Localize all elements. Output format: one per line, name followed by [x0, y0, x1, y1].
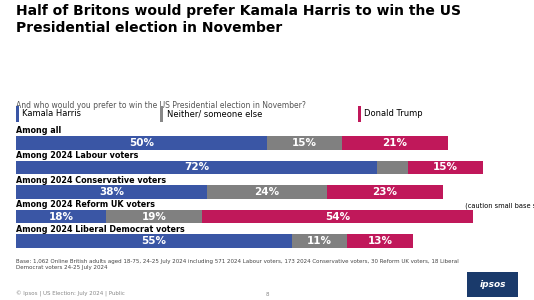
Text: 15%: 15% — [433, 163, 458, 172]
Bar — [347, 235, 413, 248]
Text: 11%: 11% — [307, 236, 332, 246]
Bar — [342, 136, 447, 150]
Text: 15%: 15% — [292, 138, 317, 148]
Text: Donald Trump: Donald Trump — [364, 110, 423, 118]
Text: 72%: 72% — [184, 163, 209, 172]
Bar — [16, 185, 207, 199]
Bar — [292, 235, 347, 248]
Text: Among 2024 Conservative voters: Among 2024 Conservative voters — [16, 176, 166, 184]
Text: Among 2024 Liberal Democrat voters: Among 2024 Liberal Democrat voters — [16, 225, 185, 234]
Text: 54%: 54% — [325, 212, 350, 222]
Text: Neither/ someone else: Neither/ someone else — [167, 110, 262, 118]
Text: © Ipsos | US Election: July 2024 | Public: © Ipsos | US Election: July 2024 | Publi… — [16, 291, 125, 297]
Text: 24%: 24% — [254, 187, 280, 197]
Text: 50%: 50% — [129, 138, 154, 148]
Bar — [327, 185, 443, 199]
Bar — [267, 136, 342, 150]
Bar — [378, 161, 407, 174]
Bar — [202, 210, 473, 224]
Text: (caution small base size, indicative only): (caution small base size, indicative onl… — [464, 202, 534, 209]
Text: 19%: 19% — [142, 212, 167, 222]
Text: Base: 1,062 Online British adults aged 18-75, 24-25 July 2024 including 571 2024: Base: 1,062 Online British adults aged 1… — [16, 260, 459, 270]
Bar — [16, 161, 378, 174]
Text: And who would you prefer to win the US Presidential election in November?: And who would you prefer to win the US P… — [16, 100, 306, 109]
Text: ipsos: ipsos — [480, 280, 506, 289]
Text: 8: 8 — [265, 292, 269, 297]
Bar — [106, 210, 202, 224]
Text: Among 2024 Reform UK voters: Among 2024 Reform UK voters — [16, 200, 155, 209]
Text: 13%: 13% — [367, 236, 392, 246]
Bar — [16, 136, 267, 150]
Text: Half of Britons would prefer Kamala Harris to win the US
Presidential election i: Half of Britons would prefer Kamala Harr… — [16, 4, 461, 35]
Text: 55%: 55% — [142, 236, 167, 246]
Text: 18%: 18% — [49, 212, 74, 222]
Bar — [407, 161, 483, 174]
Text: 23%: 23% — [372, 187, 397, 197]
Text: Among 2024 Labour voters: Among 2024 Labour voters — [16, 151, 138, 160]
Bar — [16, 210, 106, 224]
Text: 38%: 38% — [99, 187, 124, 197]
Text: Among 2024 Reform UK voters (caution small base size, indicative only): Among 2024 Reform UK voters (caution sma… — [16, 200, 307, 209]
Bar — [16, 235, 292, 248]
Text: Kamala Harris: Kamala Harris — [22, 110, 81, 118]
Text: Among all: Among all — [16, 126, 61, 135]
Bar — [207, 185, 327, 199]
Text: 21%: 21% — [382, 138, 407, 148]
Text: Among 2024 Liberal Democrat voters (caution small base size): Among 2024 Liberal Democrat voters (caut… — [16, 225, 270, 234]
